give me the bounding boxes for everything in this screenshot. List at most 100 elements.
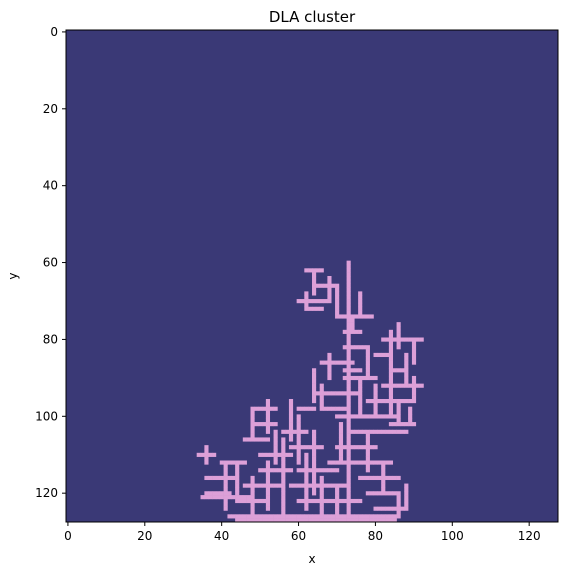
particle-cell xyxy=(373,406,378,411)
particle-cell xyxy=(312,299,317,304)
particle-cell xyxy=(335,306,340,311)
particle-cell xyxy=(262,483,267,488)
particle-cell xyxy=(312,475,317,481)
particle-cell xyxy=(404,352,409,358)
particle-cell xyxy=(331,498,336,504)
particle-cell xyxy=(296,460,301,465)
y-tick-label: 80 xyxy=(43,332,58,346)
particle-cell xyxy=(288,433,294,438)
particle-cell xyxy=(308,498,313,504)
particle-cell xyxy=(304,464,309,469)
particle-cell xyxy=(404,399,409,404)
particle-cell xyxy=(288,410,294,415)
particle-cell xyxy=(304,299,309,304)
particle-cell xyxy=(335,287,340,292)
particle-cell xyxy=(281,468,286,473)
particle-cell xyxy=(373,375,378,381)
particle-cell xyxy=(346,433,351,438)
particle-cell xyxy=(342,460,347,465)
particle-cell xyxy=(346,322,351,327)
particle-cell xyxy=(315,468,320,473)
particle-cell xyxy=(335,360,340,365)
particle-cell xyxy=(231,475,236,481)
particle-cell xyxy=(315,268,320,273)
particle-cell xyxy=(385,414,390,419)
particle-cell xyxy=(388,379,394,384)
particle-cell xyxy=(361,345,367,350)
particle-cell xyxy=(358,379,363,384)
particle-cell xyxy=(338,445,344,450)
particle-cell xyxy=(346,349,351,354)
particle-cell xyxy=(346,452,351,457)
particle-cell xyxy=(323,283,328,288)
particle-cell xyxy=(265,425,271,431)
particle-cell xyxy=(308,306,313,311)
particle-cell xyxy=(269,422,274,427)
particle-cell xyxy=(250,491,255,496)
particle-cell xyxy=(396,322,401,327)
particle-cell xyxy=(388,329,394,334)
particle-cell xyxy=(396,368,401,373)
particle-cell xyxy=(388,349,394,354)
particle-cell xyxy=(373,514,378,519)
particle-cell xyxy=(288,425,294,431)
particle-cell xyxy=(319,510,324,515)
particle-cell xyxy=(250,514,255,519)
particle-cell xyxy=(354,368,359,373)
particle-cell xyxy=(396,510,401,515)
particle-cell xyxy=(396,475,401,481)
particle-cell xyxy=(385,514,390,519)
particle-cell xyxy=(365,464,370,469)
particle-cell xyxy=(319,383,324,388)
particle-cell xyxy=(223,460,228,465)
particle-cell xyxy=(281,460,286,465)
particle-cell xyxy=(296,441,301,446)
particle-cell xyxy=(281,445,286,450)
particle-cell xyxy=(396,418,401,423)
particle-cell xyxy=(277,468,282,473)
particle-cell xyxy=(265,402,271,407)
particle-cell xyxy=(319,402,324,407)
particle-cell xyxy=(358,402,363,407)
particle-cell xyxy=(342,483,347,488)
particle-cell xyxy=(396,491,401,496)
particle-cell xyxy=(335,506,340,511)
particle-cell xyxy=(346,272,351,277)
particle-cell xyxy=(358,387,363,392)
particle-cell xyxy=(273,460,278,465)
particle-cell xyxy=(227,514,232,519)
particle-cell xyxy=(346,445,351,450)
particle-cell xyxy=(335,468,340,473)
particle-cell xyxy=(358,414,363,419)
particle-cell xyxy=(346,414,351,419)
particle-cell xyxy=(281,441,286,446)
particle-cell xyxy=(258,468,263,473)
particle-cell xyxy=(385,399,390,404)
particle-cell xyxy=(246,518,251,523)
particle-cell xyxy=(377,514,382,519)
particle-cell xyxy=(200,495,205,500)
particle-cell xyxy=(354,314,359,319)
particle-cell xyxy=(312,437,317,442)
particle-cell xyxy=(219,460,224,465)
particle-cell xyxy=(346,276,351,281)
particle-cell xyxy=(312,429,317,434)
particle-cell xyxy=(358,445,363,450)
particle-cell xyxy=(346,502,351,507)
particle-cell xyxy=(327,518,332,523)
particle-cell xyxy=(365,356,370,361)
particle-cell xyxy=(369,491,374,496)
particle-cell xyxy=(404,491,409,496)
particle-cell xyxy=(304,291,309,296)
particle-cell xyxy=(250,410,255,415)
particle-cell xyxy=(388,399,394,404)
particle-cell xyxy=(411,352,417,358)
particle-cell xyxy=(262,437,267,442)
particle-cell xyxy=(277,518,282,523)
particle-cell xyxy=(312,291,317,296)
particle-cell xyxy=(254,406,259,411)
particle-cell xyxy=(308,468,313,473)
particle-cell xyxy=(335,295,340,300)
x-axis: 0 20 40 60 80 100 120 xyxy=(64,522,541,543)
particle-cell xyxy=(300,518,305,523)
